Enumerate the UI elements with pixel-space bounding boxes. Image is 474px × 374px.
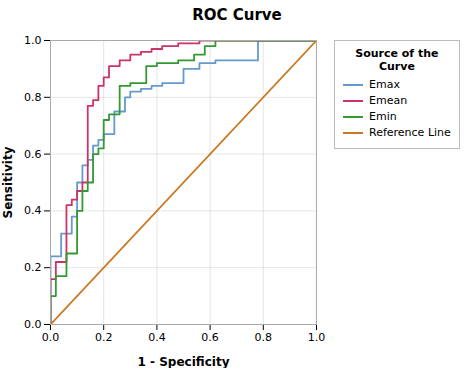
svg-text:0.6: 0.6 — [201, 331, 219, 344]
svg-text:0.6: 0.6 — [24, 148, 42, 161]
svg-text:1 - Specificity: 1 - Specificity — [138, 355, 230, 369]
svg-text:0.2: 0.2 — [95, 331, 113, 344]
svg-text:0.8: 0.8 — [24, 91, 42, 104]
html-text:Source of the Curve: Source of the Curve — [355, 47, 439, 73]
svg-text:1.0: 1.0 — [308, 331, 326, 344]
html-text:Emax: Emax — [369, 78, 400, 91]
svg-text:0.8: 0.8 — [255, 331, 273, 344]
svg-text:1.0: 1.0 — [24, 34, 42, 47]
svg-text:0.4: 0.4 — [148, 331, 166, 344]
svg-text:0.0: 0.0 — [24, 318, 42, 331]
html-text:Emean: Emean — [369, 94, 408, 107]
html-text:Reference Line: Reference Line — [369, 126, 451, 139]
svg-text:0.4: 0.4 — [24, 204, 42, 217]
html-text:Emin: Emin — [369, 110, 397, 123]
svg-text:Sensitivity: Sensitivity — [1, 146, 15, 218]
html-text:ROC Curve: ROC Curve — [192, 6, 282, 24]
svg-text:0.2: 0.2 — [24, 261, 42, 274]
svg-text:0.0: 0.0 — [42, 331, 60, 344]
